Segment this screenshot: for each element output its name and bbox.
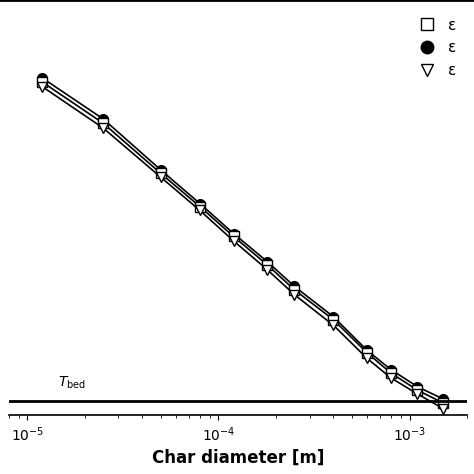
Legend: ε, ε, ε: ε, ε, ε <box>409 15 459 81</box>
Text: $T_{\mathregular{bed}}$: $T_{\mathregular{bed}}$ <box>57 374 85 391</box>
X-axis label: Char diameter [m]: Char diameter [m] <box>152 449 324 467</box>
